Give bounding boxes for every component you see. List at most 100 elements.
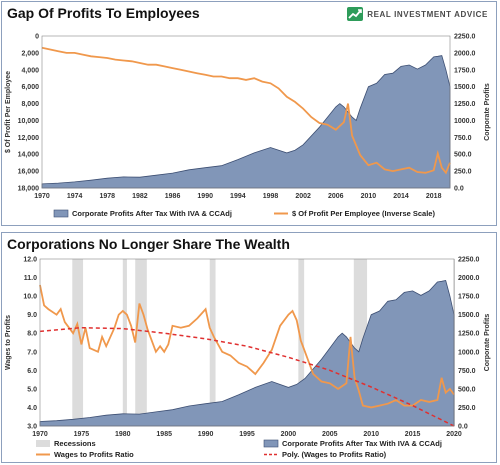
y-right-tick-label: 1750.0 [454,67,476,74]
y-left-tick-label: 6,000 [21,84,39,91]
y-right-tick-label: 500.0 [458,386,476,393]
y-left-tick-label: 10,000 [18,118,40,125]
y-left-tick-label: 7.0 [27,349,37,356]
y-left-tick-label: 12.0 [23,257,37,264]
y-left-tick-label: 0 [35,34,39,41]
plot-area-border [39,258,455,427]
legend-item: Corporate Profits After Tax With IVA & C… [53,209,232,218]
y-right-tick-label: 750.0 [454,135,472,142]
series-line-profit-per-employee [41,46,451,175]
y-right-tick-label: 1500.0 [458,312,480,319]
x-tick-label: 1990 [198,431,214,438]
x-tick-label: 2002 [295,193,311,200]
y-right-tick-label: 1000.0 [454,118,476,125]
y-right-tick-label: 2000.0 [454,50,476,57]
y-left-tick-label: 3.0 [27,424,37,431]
y-right-tick-label: 2250.0 [454,34,476,41]
series-line-wages-to-profits [39,284,455,409]
x-tick-label: 1995 [239,431,255,438]
y-left-tick-label: 9.0 [27,312,37,319]
brand-logo: REAL INVESTMENT ADVICE [347,7,488,21]
y-left-tick-label: 6.0 [27,368,37,375]
y-right-axis-title: Corporate Profits [484,314,491,372]
x-tick-label: 2015 [405,431,421,438]
legend-item: Poly. (Wages to Profits Ratio) [264,450,387,459]
x-tick-label: 1970 [32,431,48,438]
y-right-tick-label: 2250.0 [458,257,480,264]
y-left-axis-title: $ Of Profit Per Employee [5,71,12,153]
y-right-tick-label: 1250.0 [458,331,480,338]
y-left-tick-label: 11.0 [24,275,37,282]
legend-swatch-corporate-profits [263,439,279,448]
series-area-corporate-profits [39,280,455,427]
wealth-share-chart: 3.0 4.0 5.0 6.0 7.0 8.0 9.0 10.0 11.0 12.0 0.0 250.… [5,257,491,460]
brand-logo-text: REAL INVESTMENT ADVICE [367,9,488,19]
y-left-tick-label: 16,000 [18,169,40,176]
chart-panel-wealth-share: Corporations No Longer Share The Wealth … [1,232,497,463]
x-tick-label: 2010 [361,193,377,200]
y-left-tick-label: 14,000 [18,152,40,159]
x-tick-label: 1970 [34,193,50,200]
y-right-tick-label: 2000.0 [458,275,480,282]
y-left-tick-label: 8,000 [21,101,39,108]
x-tick-label: 2006 [328,193,344,200]
y-right-tick-label: 250.0 [454,169,472,176]
y-left-tick-label: 12,000 [18,135,40,142]
y-left-tick-label: 10.0 [23,294,37,301]
x-tick-label: 2020 [446,431,462,438]
chart-title: Corporations No Longer Share The Wealth [7,236,290,252]
x-tick-label: 1990 [197,193,213,200]
legend-swatch-corporate-profits [53,209,69,218]
y-left-tick-label: 18,000 [18,186,40,193]
y-right-tick-label: 1000.0 [458,349,480,356]
y-left-tick-label: 2,000 [21,50,39,57]
legend-item: Wages to Profits Ratio [36,450,134,459]
profits-gap-chart: 0 2,000 4,000 6,000 8,000 10,000 12,000 14,000 1… [5,34,491,219]
y-left-tick-label: 8.0 [27,331,37,338]
chart-title: Gap Of Profits To Employees [7,5,200,21]
y-right-tick-label: 1750.0 [458,294,480,301]
y-right-tick-label: 1500.0 [454,84,476,91]
recession-band [454,259,455,426]
trend-arrow-icon [347,7,364,21]
recession-band [209,259,216,426]
y-left-tick-label: 5.0 [27,386,37,393]
recession-band [135,259,147,426]
y-left-axis-title: Wages to Profits [5,315,12,370]
x-tick-label: 1994 [230,193,246,200]
y-right-tick-label: 0.0 [458,424,468,431]
series-area-corporate-profits [41,55,451,189]
x-tick-label: 2010 [363,431,379,438]
legend-label: $ Of Profit Per Employee (Inverse Scale) [292,209,435,218]
x-tick-label: 1978 [99,193,115,200]
legend-label: Corporate Profits After Tax With IVA & C… [72,209,232,218]
x-tick-label: 2000 [281,431,297,438]
legend-label: Corporate Profits After Tax With IVA & C… [282,439,442,448]
x-tick-label: 2018 [426,193,442,200]
recession-band [72,259,84,426]
recession-band [122,259,127,426]
x-tick-label: 1998 [263,193,279,200]
x-tick-label: 1974 [67,193,83,200]
x-tick-label: 1985 [156,431,172,438]
y-right-tick-label: 500.0 [454,152,472,159]
legend-label: Recessions [54,439,96,448]
legend-item: Corporate Profits After Tax With IVA & C… [263,439,442,448]
legend-label: Poly. (Wages to Profits Ratio) [282,450,387,459]
plot-area-border [41,35,451,189]
y-right-tick-label: 0.0 [454,186,464,193]
chart-panel-profits-gap: Gap Of Profits To Employees REAL INVESTM… [1,1,497,226]
y-right-tick-label: 750.0 [458,368,476,375]
x-tick-label: 2005 [322,431,338,438]
x-tick-label: 1975 [74,431,90,438]
legend-item: Recessions [36,439,96,448]
legend-item: $ Of Profit Per Employee (Inverse Scale) [274,209,435,218]
x-tick-label: 1986 [165,193,181,200]
x-tick-label: 2014 [393,193,409,200]
x-tick-label: 1980 [115,431,131,438]
y-right-axis-title: Corporate Profits [484,83,491,141]
y-right-tick-label: 1250.0 [454,101,476,108]
legend-label: Wages to Profits Ratio [54,450,134,459]
legend-swatch-recessions [36,440,50,447]
y-left-tick-label: 4.0 [27,405,37,412]
